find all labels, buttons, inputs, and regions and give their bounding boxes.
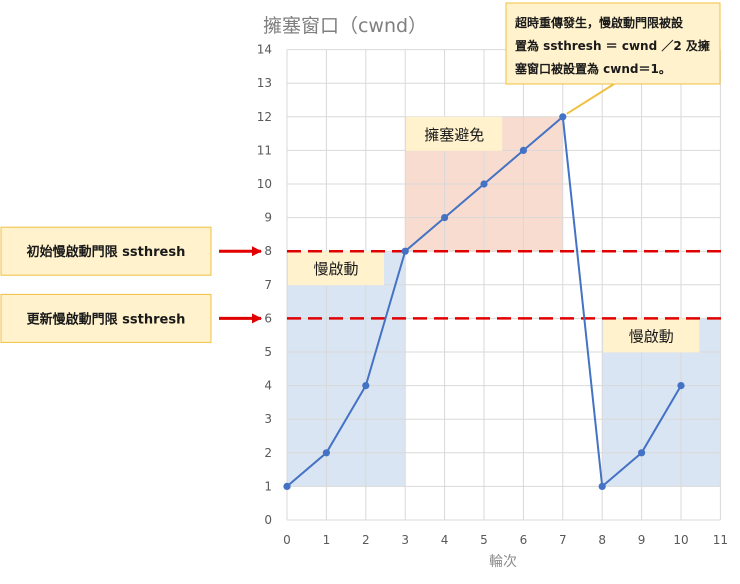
ssthresh-label-box-0 — [0, 226, 212, 276]
data-point — [638, 449, 646, 457]
callout-box — [505, 2, 721, 85]
x-tick-label: 10 — [673, 533, 688, 547]
y-tick-label: 6 — [264, 311, 272, 325]
x-tick-label: 6 — [520, 533, 528, 547]
x-tick-label: 1 — [323, 533, 331, 547]
data-point — [362, 382, 370, 390]
x-tick-label: 9 — [638, 533, 646, 547]
x-tick-label: 0 — [283, 533, 291, 547]
data-point — [401, 247, 409, 255]
callout-pointer — [566, 83, 615, 115]
data-point — [598, 482, 606, 490]
y-tick-label: 3 — [264, 412, 272, 426]
ssthresh-label-0: 初始慢啟動門限 ssthresh — [27, 244, 186, 260]
ssthresh-label-1: 更新慢啟動門限 ssthresh — [27, 311, 186, 327]
phase-label-0: 慢啟動 — [313, 260, 358, 278]
data-point — [441, 214, 449, 222]
y-tick-label: 8 — [264, 244, 272, 258]
y-tick-label: 13 — [257, 76, 272, 90]
x-tick-label: 2 — [362, 533, 370, 547]
data-point — [519, 146, 528, 154]
x-axis-label: 輪次 — [489, 553, 517, 570]
y-tick-label: 1 — [264, 479, 272, 493]
x-tick-label: 5 — [480, 533, 488, 547]
callout-text-line: 塞窗口被設置為 cwnd＝1。 — [515, 61, 671, 76]
data-point — [283, 482, 291, 490]
callout-text-line: 置為 ssthresh ＝ cwnd ／2 及擁 — [515, 38, 710, 53]
phase-label-box-2 — [603, 318, 700, 353]
y-tick-label: 5 — [264, 345, 272, 359]
data-point — [322, 449, 330, 457]
x-tick-label: 3 — [401, 533, 409, 547]
phase-label-box-0 — [288, 251, 384, 286]
y-tick-label: 7 — [264, 278, 272, 292]
phase-label-2: 慢啟動 — [629, 327, 674, 345]
y-tick-label: 9 — [264, 211, 272, 225]
x-tick-label: 8 — [598, 533, 606, 547]
callout-text-line: 超時重傳發生，慢啟動門限被設 — [514, 15, 684, 30]
y-tick-label: 11 — [257, 143, 272, 157]
y-tick-label: 10 — [257, 177, 272, 191]
ssthresh-label-box-1 — [0, 293, 212, 343]
x-tick-label: 7 — [559, 533, 567, 547]
x-tick-label: 4 — [441, 533, 449, 547]
data-point — [480, 180, 488, 188]
y-tick-label: 4 — [264, 379, 272, 393]
y-tick-label: 2 — [264, 446, 272, 460]
x-tick-label: 11 — [713, 533, 728, 547]
chart-title: 擁塞窗口（cwnd） — [263, 15, 427, 37]
phase-region-0 — [287, 251, 406, 487]
phase-label-box-1 — [406, 116, 503, 151]
data-point — [677, 382, 685, 390]
data-point — [559, 113, 567, 121]
phase-label-1: 擁塞避免 — [424, 126, 484, 144]
y-tick-label: 14 — [257, 43, 272, 57]
y-tick-label: 12 — [257, 110, 272, 124]
y-tick-label: 0 — [264, 513, 272, 527]
